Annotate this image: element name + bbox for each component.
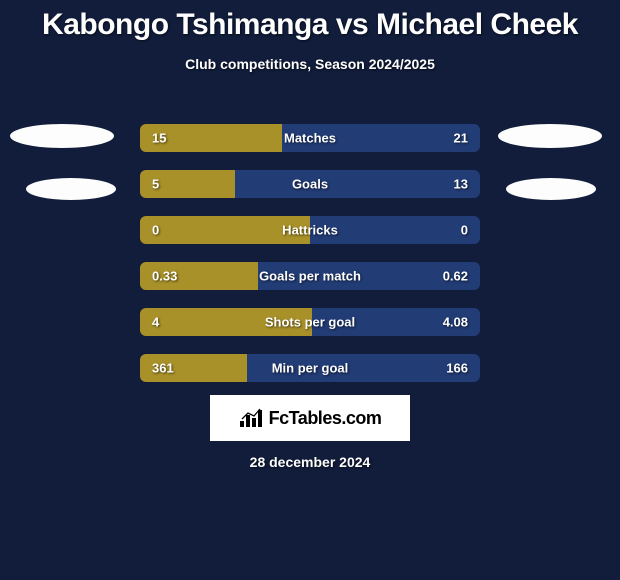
stat-row: 0.33 0.62 Goals per match xyxy=(140,262,480,290)
stat-value-player1: 0 xyxy=(152,223,159,238)
stat-label: Matches xyxy=(284,131,336,146)
stat-value-player2: 13 xyxy=(454,177,468,192)
stat-label: Goals per match xyxy=(259,269,361,284)
stat-row: 15 21 Matches xyxy=(140,124,480,152)
player1-photo-placeholder-top xyxy=(10,124,114,148)
site-logo: FcTables.com xyxy=(210,395,410,441)
stat-value-player2: 0.62 xyxy=(443,269,468,284)
bars-icon xyxy=(239,407,265,429)
stat-label: Hattricks xyxy=(282,223,338,238)
page-title: Kabongo Tshimanga vs Michael Cheek xyxy=(0,0,620,42)
stat-value-player2: 166 xyxy=(446,361,468,376)
stat-row: 361 166 Min per goal xyxy=(140,354,480,382)
stat-row: 4 4.08 Shots per goal xyxy=(140,308,480,336)
stat-rows: 15 21 Matches 5 13 Goals 0 0 Hattricks 0.33 0.62 Go… xyxy=(140,124,480,400)
stat-label: Goals xyxy=(292,177,328,192)
stat-row: 5 13 Goals xyxy=(140,170,480,198)
stat-value-player1: 0.33 xyxy=(152,269,177,284)
player1-photo-placeholder-bottom xyxy=(26,178,116,200)
site-logo-text: FcTables.com xyxy=(269,408,382,429)
stat-value-player1: 361 xyxy=(152,361,174,376)
comparison-card: Kabongo Tshimanga vs Michael Cheek Club … xyxy=(0,0,620,580)
stat-label: Shots per goal xyxy=(265,315,355,330)
player2-photo-placeholder-bottom xyxy=(506,178,596,200)
stat-value-player1: 4 xyxy=(152,315,159,330)
stat-bar-player2 xyxy=(235,170,480,198)
subtitle: Club competitions, Season 2024/2025 xyxy=(0,56,620,72)
player2-photo-placeholder-top xyxy=(498,124,602,148)
stat-value-player1: 15 xyxy=(152,131,166,146)
stat-label: Min per goal xyxy=(272,361,349,376)
date-label: 28 december 2024 xyxy=(0,454,620,470)
stat-value-player1: 5 xyxy=(152,177,159,192)
stat-value-player2: 0 xyxy=(461,223,468,238)
stat-row: 0 0 Hattricks xyxy=(140,216,480,244)
stat-value-player2: 4.08 xyxy=(443,315,468,330)
stat-value-player2: 21 xyxy=(454,131,468,146)
